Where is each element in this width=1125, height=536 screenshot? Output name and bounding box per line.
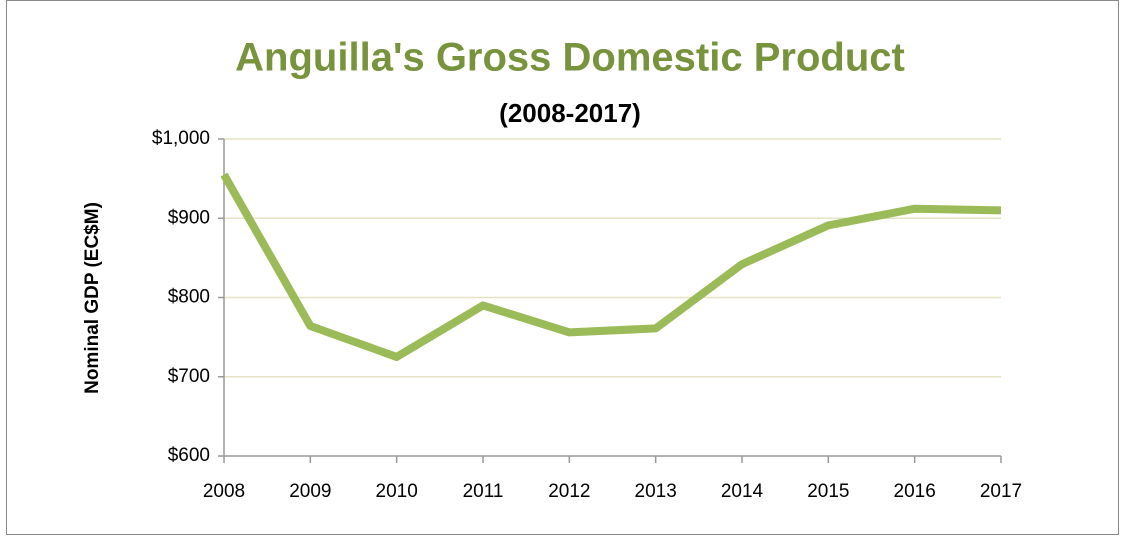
chart-subtitle: (2008-2017) (499, 98, 641, 128)
y-axis-label: Nominal GDP (EC$M) (82, 202, 103, 394)
x-tick-label: 2016 (894, 481, 936, 502)
y-tick-label: $600 (168, 445, 210, 466)
y-tick-label: $1,000 (152, 128, 210, 149)
x-tick-label: 2009 (289, 481, 331, 502)
data-line (220, 172, 1002, 361)
y-tick-label: $800 (168, 287, 210, 308)
x-tick-label: 2014 (721, 481, 764, 502)
x-tick-label: 2017 (980, 481, 1022, 502)
x-tick-label: 2008 (203, 481, 245, 502)
y-tick-label: $900 (168, 207, 210, 228)
y-tick-label: $700 (168, 366, 210, 387)
chart-border (6, 0, 1119, 535)
x-tick-label: 2010 (376, 481, 418, 502)
x-tick-label: 2012 (548, 481, 590, 502)
x-tick-label: 2015 (807, 481, 849, 502)
x-tick-label: 2013 (635, 481, 677, 502)
chart-title: Anguilla's Gross Domestic Product (235, 36, 905, 80)
x-tick-label: 2011 (463, 481, 504, 502)
